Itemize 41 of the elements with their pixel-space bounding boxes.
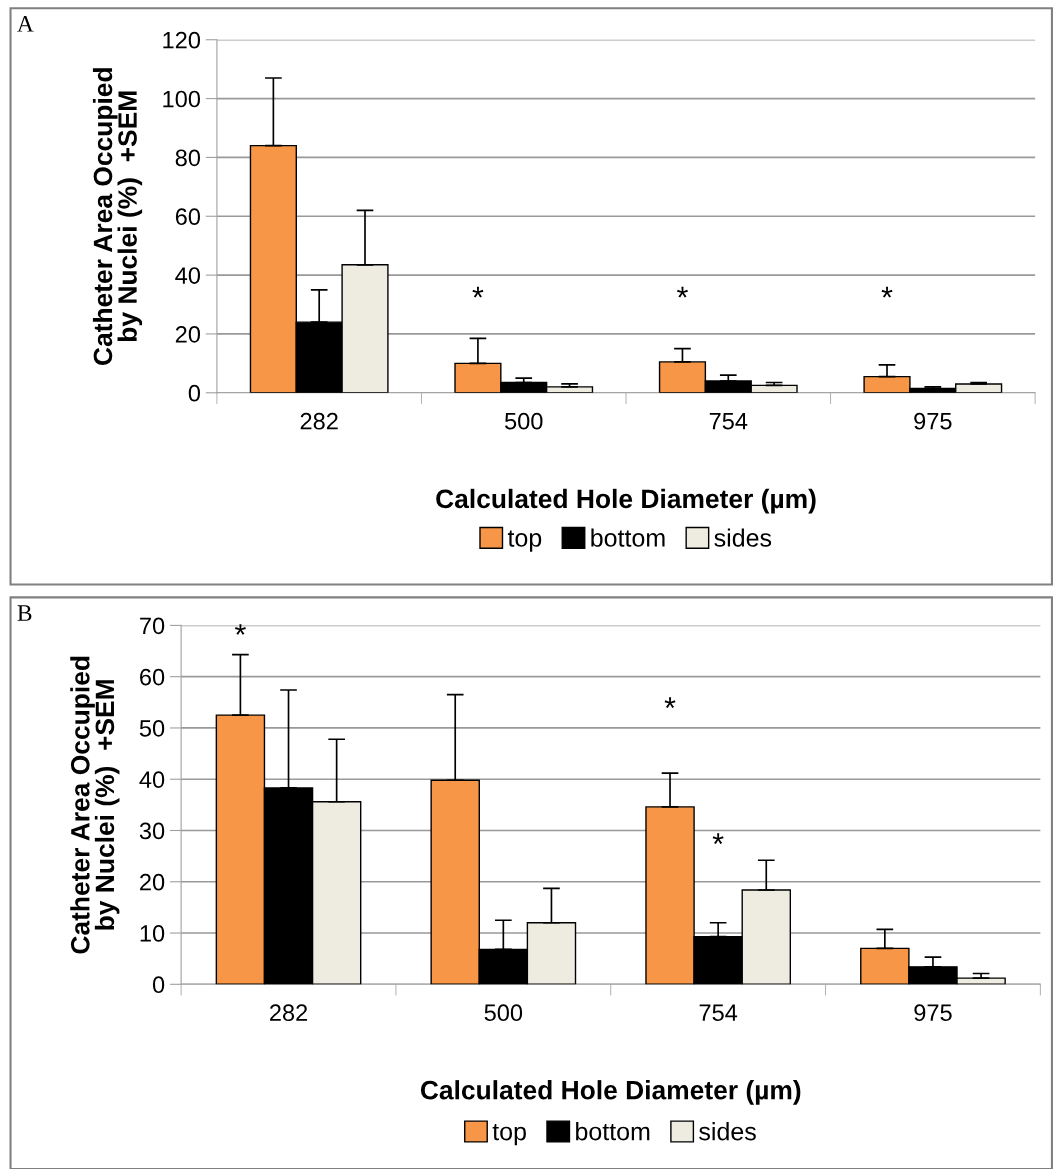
x-tick-label: 975 xyxy=(914,412,952,430)
y-tick-label: 100 xyxy=(163,90,201,108)
y-tick-label: 80 xyxy=(175,149,201,167)
y-axis-title: Catheter Area Occupied by Nuclei (%) +SEM xyxy=(92,68,143,365)
y-tick-label: 0 xyxy=(152,976,165,994)
x-tick-label: 282 xyxy=(270,1004,308,1022)
y-tick-label: 70 xyxy=(140,617,165,635)
legend-label: sides xyxy=(699,1122,756,1141)
legend-label: bottom xyxy=(576,1122,650,1141)
annotation: * xyxy=(234,624,246,635)
chart-title: B xyxy=(17,605,32,621)
annotation: * xyxy=(881,286,893,298)
x-tick-label: 500 xyxy=(504,412,543,430)
legend-label: top xyxy=(492,1123,526,1146)
y-tick-label: 40 xyxy=(139,771,165,789)
text: A xyxy=(17,15,34,32)
y-tick-label: 50 xyxy=(139,720,165,737)
y-tick-label: 10 xyxy=(140,925,165,942)
x-tick-label: 754 xyxy=(709,413,748,430)
x-axis-title: Calculated Hole Diameter (µm) xyxy=(436,488,816,514)
annotation: * xyxy=(712,833,724,845)
annotation: * xyxy=(664,697,676,709)
legend-label: top xyxy=(507,530,542,552)
y-tick-label: 40 xyxy=(175,267,201,284)
y-axis-title: Catheter Area Occupied by Nuclei (%) +SEM xyxy=(70,656,120,954)
y-tick-label: 60 xyxy=(140,668,165,686)
x-tick-label: 282 xyxy=(300,412,338,430)
x-tick-label: 500 xyxy=(484,1004,523,1022)
annotation: * xyxy=(677,286,688,298)
y-tick-label: 30 xyxy=(139,822,165,840)
annotation: * xyxy=(472,286,484,298)
y-tick-label: 120 xyxy=(163,31,201,49)
y-tick-label: 20 xyxy=(140,873,165,891)
x-axis-title: Calculated Hole Diameter (µm) xyxy=(420,1080,801,1105)
x-tick-label: 754 xyxy=(699,1004,738,1022)
legend-label: sides xyxy=(714,528,772,547)
y-tick-label: 60 xyxy=(175,208,201,226)
y-tick-label: 0 xyxy=(188,384,201,402)
y-tick-label: 20 xyxy=(175,326,201,343)
x-tick-label: 975 xyxy=(914,1004,952,1022)
legend-label: bottom xyxy=(591,528,665,547)
